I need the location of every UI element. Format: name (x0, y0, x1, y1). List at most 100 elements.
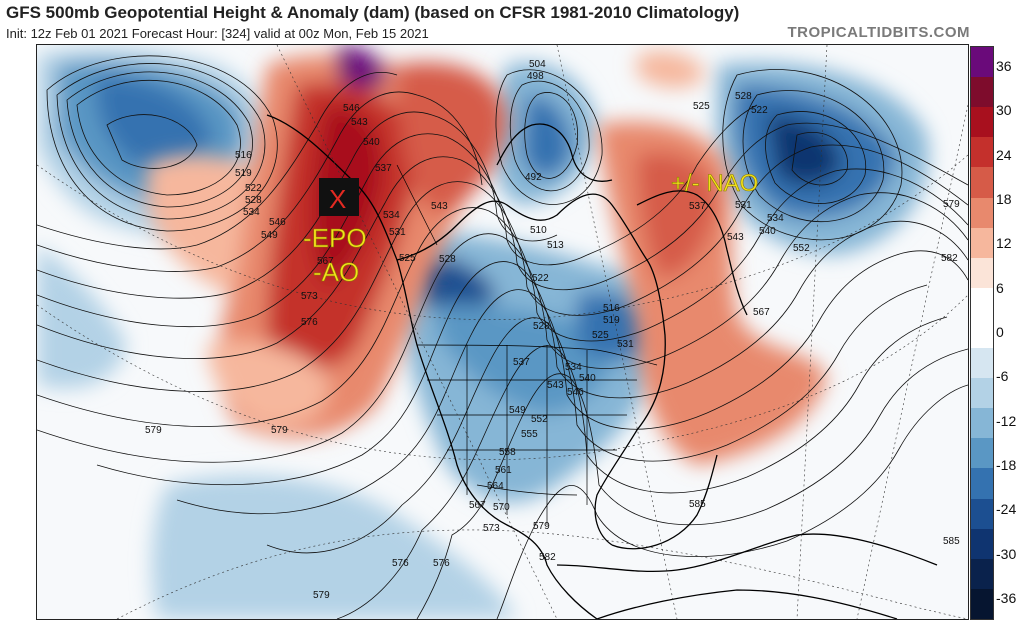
epo-label: -EPO (303, 223, 367, 253)
map-canvas: 504 498 492 510 513 522 516 519 522 528 … (37, 45, 968, 619)
contour-label: 555 (521, 429, 538, 440)
height-contours (37, 55, 968, 619)
contour-label: 492 (525, 172, 542, 183)
contour-label: 543 (351, 117, 368, 128)
contour-label: 525 (592, 330, 609, 341)
contour-label: 549 (261, 230, 278, 241)
contour-label: 516 (603, 303, 620, 314)
contour-label: 579 (271, 425, 288, 436)
contour-label: 513 (547, 240, 564, 251)
colorbar-tick-label: 12 (996, 235, 1012, 252)
contour-label: 534 (383, 210, 400, 221)
contour-label: 528 (735, 91, 752, 102)
contour-label: 567 (753, 307, 770, 318)
contour-label: 519 (603, 315, 620, 326)
colorbar-segment (971, 588, 993, 620)
colorbar-segment (971, 317, 993, 349)
colorbar-tick-label: -6 (996, 368, 1009, 385)
contour-label: 537 (689, 201, 706, 212)
contour-label: 522 (751, 105, 768, 116)
contour-label: 579 (943, 199, 960, 210)
colorbar-segment (971, 77, 993, 108)
colorbar-tick-label: -36 (996, 590, 1017, 606)
contour-label: 528 (533, 321, 550, 332)
colorbar-segment (971, 287, 993, 319)
colorbar-segment (971, 167, 993, 198)
contour-label: 579 (313, 590, 330, 601)
contour-label: 567 (317, 256, 334, 267)
colorbar-tick-label: -30 (996, 545, 1017, 562)
contour-label: 537 (513, 357, 530, 368)
credit-watermark: TROPICALTIDBITS.COM (787, 24, 970, 41)
contour-label: 531 (735, 200, 752, 211)
colorbar-segment (971, 408, 993, 439)
contour-label: 534 (767, 213, 784, 224)
colorbar-tick-label: 30 (996, 102, 1012, 119)
contour-label: 576 (392, 558, 409, 569)
contour-label: 573 (301, 291, 318, 302)
contour-label: 525 (399, 253, 416, 264)
x-marker-box (319, 178, 359, 216)
colorbar-tick-label: 6 (996, 279, 1004, 296)
contour-label: 546 (343, 103, 360, 114)
contour-label: 546 (567, 387, 584, 398)
contour-label: 522 (245, 183, 262, 194)
contour-label: 522 (532, 273, 549, 284)
colorbar-segment (971, 348, 993, 379)
contour-label: 540 (579, 373, 596, 384)
contour-label: 528 (439, 254, 456, 265)
contour-label: 585 (943, 536, 960, 547)
contour-label: 582 (941, 253, 958, 264)
contour-label: 543 (431, 201, 448, 212)
map-panel: 504 498 492 510 513 522 516 519 522 528 … (36, 44, 969, 620)
contour-label: 540 (363, 137, 380, 148)
map-title: GFS 500mb Geopotential Height & Anomaly … (6, 3, 740, 22)
x-marker: X (329, 184, 346, 214)
colorbar-segment (971, 47, 993, 78)
colorbar-segment (971, 197, 993, 229)
colorbar-segment (971, 378, 993, 409)
contour-label: 576 (433, 558, 450, 569)
colorbar-tick-label: 18 (996, 191, 1012, 207)
ao-label: -AO (313, 257, 359, 287)
colorbar-segment (971, 438, 993, 469)
colorbar-tick-label: 24 (996, 146, 1012, 163)
contour-label: 561 (495, 465, 512, 476)
colorbar-tick-label: 36 (996, 58, 1012, 74)
colorbar-segment (971, 137, 993, 168)
map-subtitle: Init: 12z Feb 01 2021 Forecast Hour: [32… (6, 26, 429, 41)
contour-label: 558 (499, 447, 516, 458)
contour-label: 552 (531, 414, 548, 425)
contour-label: 519 (235, 168, 252, 179)
contour-label: 546 (269, 217, 286, 228)
contour-label: 585 (689, 499, 706, 510)
contour-labels: 504 498 492 510 513 522 516 519 522 528 … (145, 59, 960, 601)
nao-label: +/- NAO (671, 170, 758, 197)
contour-label: 543 (547, 380, 564, 391)
colorbar-segment (971, 107, 993, 138)
colorbar-tick-label: -18 (996, 457, 1017, 473)
contour-label: 528 (245, 195, 262, 206)
colorbar-tick-label: -24 (996, 501, 1017, 518)
contour-label: 504 (529, 59, 546, 70)
colorbar-segment (971, 528, 993, 560)
contour-label: 579 (533, 521, 550, 532)
contour-label: 534 (565, 362, 582, 373)
colorbar-tick-label: -12 (996, 412, 1017, 429)
contour-label: 498 (527, 71, 544, 82)
contour-label: 576 (301, 317, 318, 328)
contour-label: 510 (530, 225, 547, 236)
contour-label: 537 (375, 163, 392, 174)
colorbar-segment (971, 468, 993, 500)
colorbar-tick-label: 0 (996, 324, 1004, 340)
contour-label: 531 (617, 339, 634, 350)
lat-lon-grid (37, 45, 968, 619)
anomaly-colorbar (970, 46, 994, 620)
contour-label: 549 (509, 405, 526, 416)
contour-label: 534 (243, 207, 260, 218)
contour-label: 579 (145, 425, 162, 436)
contour-label: 567 (469, 500, 486, 511)
colorbar-segment (971, 257, 993, 289)
contour-label: 582 (539, 552, 556, 563)
colorbar-segment (971, 558, 993, 590)
